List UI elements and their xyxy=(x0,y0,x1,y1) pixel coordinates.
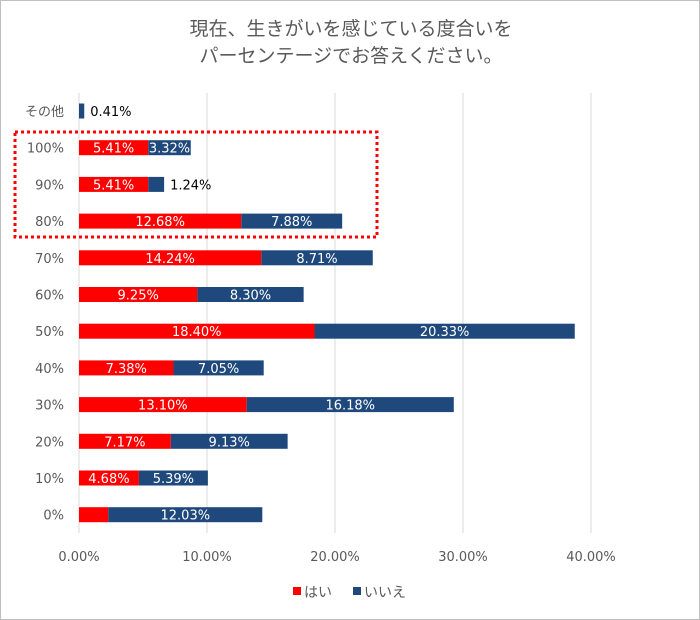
data-label: 1.24% xyxy=(170,178,211,193)
data-label: 16.18% xyxy=(325,399,375,414)
data-label: 8.71% xyxy=(296,252,337,267)
x-tick-label: 10.00% xyxy=(182,550,232,565)
y-tick-label: 80% xyxy=(35,215,64,230)
y-tick-label: 70% xyxy=(35,252,64,267)
bar-hai xyxy=(79,323,315,339)
data-label: 3.32% xyxy=(149,142,190,157)
bar-iie xyxy=(173,360,264,376)
data-label: 7.38% xyxy=(106,362,147,377)
data-label: 9.13% xyxy=(209,435,250,450)
y-tick-label: 10% xyxy=(35,472,64,487)
y-tick-label: 40% xyxy=(35,362,64,377)
data-label: 20.33% xyxy=(420,325,470,340)
data-label: 14.24% xyxy=(145,252,195,267)
chart-title: パーセンテージでお答えください。 xyxy=(199,45,502,67)
bar-iie xyxy=(261,250,373,266)
y-tick-label: 60% xyxy=(35,289,64,304)
data-label: 13.10% xyxy=(138,399,188,414)
y-tick-label: 30% xyxy=(35,399,64,414)
data-label: 4.68% xyxy=(88,472,129,487)
data-label: 12.68% xyxy=(135,215,185,230)
bar-iie xyxy=(138,470,208,486)
y-tick-label: 20% xyxy=(35,435,64,450)
bar-hai xyxy=(79,287,198,302)
bar-hai xyxy=(79,250,262,266)
data-label: 9.25% xyxy=(118,289,159,304)
x-tick-label: 40.00% xyxy=(566,550,616,565)
bar-iie xyxy=(197,287,304,302)
bar-iie xyxy=(148,176,165,192)
bar-iie xyxy=(314,323,575,339)
legend-label: はい xyxy=(304,585,332,601)
y-tick-label: 90% xyxy=(35,178,64,193)
data-label: 7.88% xyxy=(271,215,312,230)
y-tick-label: その他 xyxy=(25,105,64,120)
bar-hai xyxy=(79,397,247,413)
data-label: 5.41% xyxy=(93,178,134,193)
data-label: 5.41% xyxy=(93,142,134,157)
chart-title: 現在、生きがいを感じている度合いを xyxy=(189,18,512,40)
data-label: 0.41% xyxy=(90,105,131,120)
bar-hai xyxy=(79,213,242,229)
bar-iie xyxy=(108,507,263,523)
bar-iie xyxy=(246,397,454,413)
y-tick-label: 100% xyxy=(27,142,64,157)
data-label: 5.39% xyxy=(153,472,194,487)
data-label: 7.17% xyxy=(104,435,145,450)
bar-hai xyxy=(79,140,149,156)
bar-iie xyxy=(148,140,191,156)
data-label: 7.05% xyxy=(198,362,239,377)
legend-swatch xyxy=(353,587,361,595)
data-label: 12.03% xyxy=(161,509,211,524)
x-tick-label: 20.00% xyxy=(310,550,360,565)
x-tick-label: 30.00% xyxy=(438,550,488,565)
bar-hai xyxy=(79,176,149,192)
bar-hai xyxy=(79,433,171,449)
y-tick-label: 0% xyxy=(43,509,64,524)
x-tick-label: 0.00% xyxy=(58,550,99,565)
highlight-box xyxy=(13,130,379,239)
legend-label: いいえ xyxy=(364,585,406,601)
bar-iie xyxy=(170,433,288,449)
data-label: 8.30% xyxy=(230,289,271,304)
data-label: 18.40% xyxy=(172,325,222,340)
legend-swatch xyxy=(293,587,301,595)
bar-hai xyxy=(79,360,174,376)
y-tick-label: 50% xyxy=(35,325,64,340)
bar-iie xyxy=(241,213,343,229)
bar-iie xyxy=(79,103,85,119)
bar-hai xyxy=(79,470,139,486)
bar-hai xyxy=(79,507,109,523)
